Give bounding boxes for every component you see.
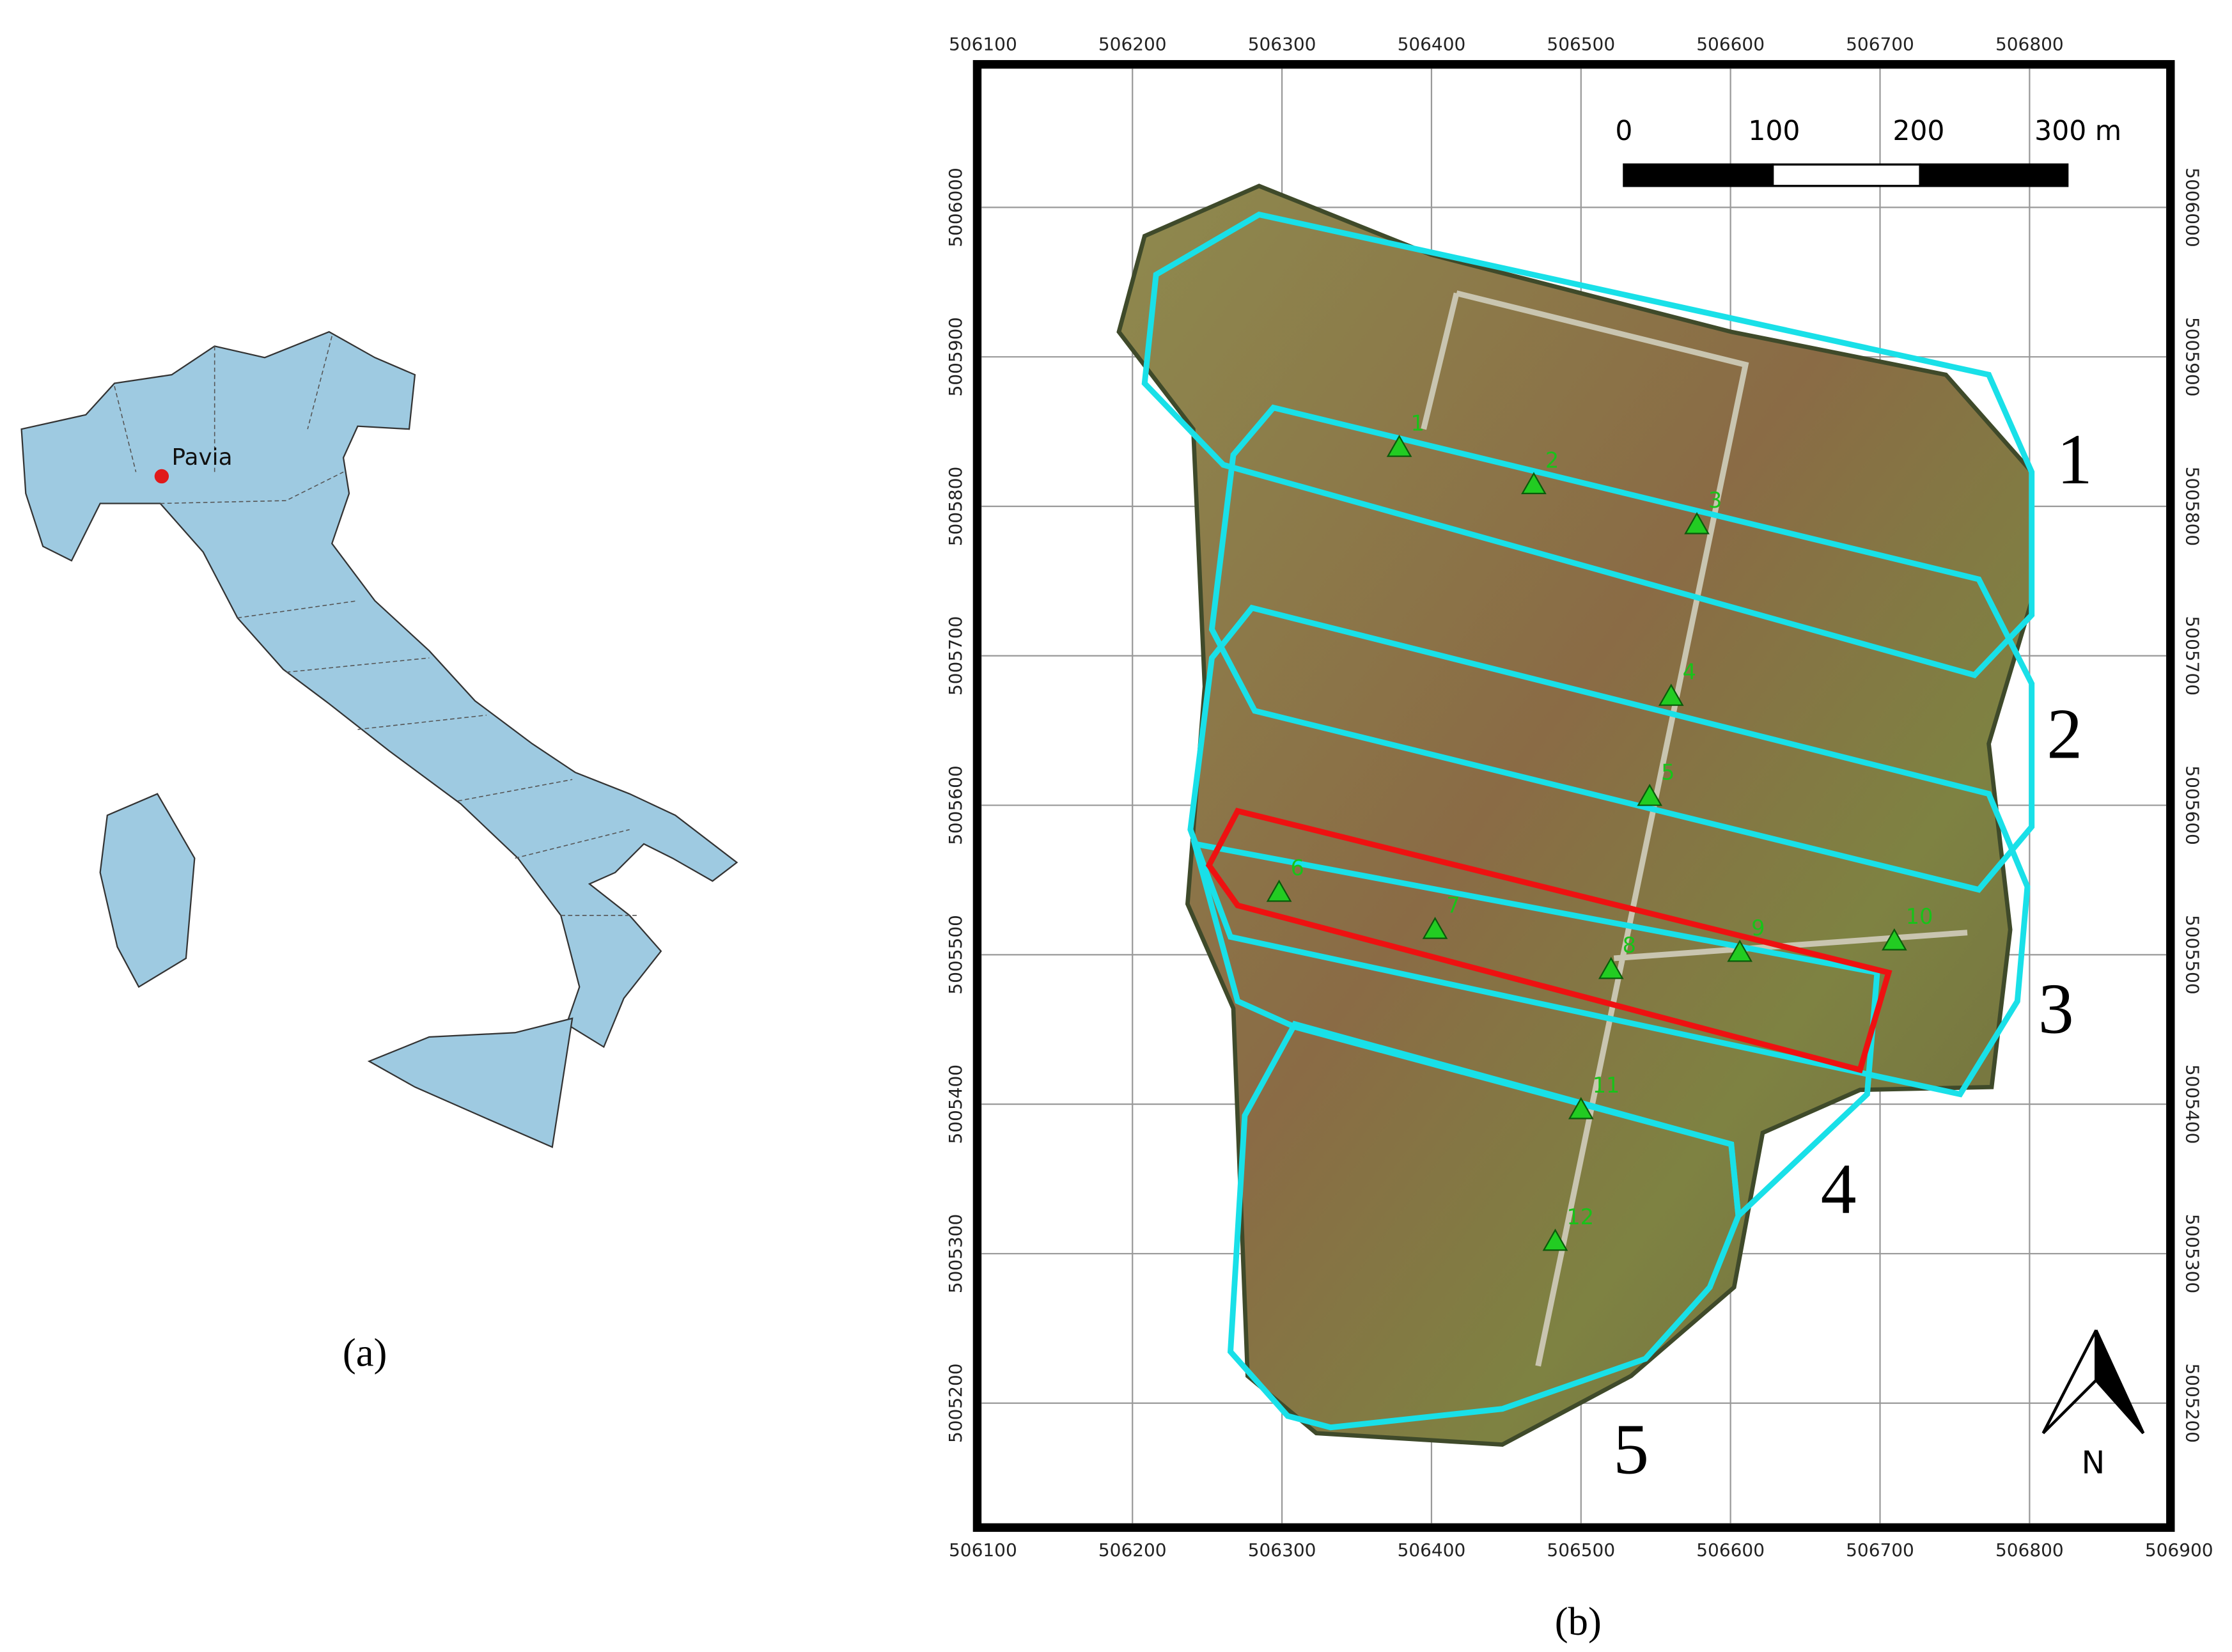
point-label: 7 bbox=[1446, 892, 1460, 917]
scale-segment bbox=[1771, 163, 1921, 187]
scale-label: 200 bbox=[1893, 116, 1944, 147]
point-marker bbox=[1882, 928, 1907, 951]
x-tick-label: 506400 bbox=[1398, 1539, 1466, 1561]
y-tick-label: 5005500 bbox=[2181, 915, 2203, 994]
pavia-marker bbox=[154, 469, 169, 484]
point-label: 8 bbox=[1623, 933, 1636, 958]
zone-label: 3 bbox=[2038, 969, 2074, 1048]
point-label: 2 bbox=[1545, 448, 1559, 473]
zone-label: 2 bbox=[2047, 695, 2082, 774]
scale-label: 300 m bbox=[2034, 116, 2121, 147]
point-marker bbox=[1684, 511, 1710, 534]
y-tick-label: 5005400 bbox=[2181, 1064, 2203, 1144]
scale-segment bbox=[1919, 163, 2069, 187]
point-label: 3 bbox=[1708, 488, 1722, 513]
italy-map bbox=[20, 331, 738, 1148]
zone-label: 1 bbox=[2057, 420, 2093, 499]
x-tick-label: 506500 bbox=[1547, 1539, 1615, 1561]
y-tick-label: 5005500 bbox=[945, 915, 966, 994]
point-marker bbox=[1598, 956, 1624, 979]
mainland bbox=[20, 331, 738, 1048]
x-tick-label: 506400 bbox=[1398, 33, 1466, 54]
arrow-right bbox=[2095, 1329, 2145, 1435]
point-label: 12 bbox=[1566, 1204, 1594, 1229]
point-marker bbox=[1637, 783, 1663, 806]
zone-3 bbox=[1187, 604, 2031, 1098]
y-tick-label: 5005200 bbox=[2181, 1363, 2203, 1442]
point-label: 10 bbox=[1906, 904, 1933, 929]
y-tick-label: 5005700 bbox=[945, 616, 966, 696]
y-tick-label: 5006000 bbox=[2181, 168, 2203, 247]
point-marker bbox=[1542, 1228, 1568, 1251]
zone-label: 4 bbox=[1821, 1149, 1857, 1229]
point-marker bbox=[1727, 939, 1753, 962]
point-label: 4 bbox=[1683, 660, 1696, 685]
x-tick-label: 506900 bbox=[2145, 1539, 2213, 1561]
y-tick-label: 5005700 bbox=[2181, 616, 2203, 696]
y-tick-label: 5005900 bbox=[2181, 317, 2203, 396]
scale-segment bbox=[1623, 163, 1774, 187]
caption: (a) bbox=[343, 1330, 387, 1375]
x-tick-label: 506600 bbox=[1696, 33, 1765, 54]
scale-labels: 0 100 200 300 m bbox=[1615, 116, 2121, 147]
point-label: 6 bbox=[1291, 855, 1304, 880]
zone-5 bbox=[1227, 1020, 1742, 1431]
x-tick-label: 506100 bbox=[949, 33, 1017, 54]
x-tick-label: 506700 bbox=[1846, 33, 1914, 54]
x-tick-label: 506100 bbox=[949, 1539, 1017, 1561]
sardinia bbox=[99, 793, 196, 988]
y-tick-label: 5005400 bbox=[945, 1064, 966, 1144]
y-tick-label: 5005600 bbox=[2181, 765, 2203, 845]
point-marker bbox=[1422, 917, 1448, 939]
scale-label: 100 bbox=[1748, 116, 1800, 147]
point-label: 9 bbox=[1751, 916, 1765, 940]
point-marker bbox=[1266, 879, 1292, 902]
y-tick-label: 5005300 bbox=[2181, 1214, 2203, 1293]
point-marker bbox=[1386, 435, 1412, 457]
x-tick-label: 506200 bbox=[1098, 1539, 1167, 1561]
y-tick-label: 5005900 bbox=[945, 317, 966, 396]
point-label: 11 bbox=[1593, 1073, 1620, 1098]
y-tick-label: 5005800 bbox=[2181, 467, 2203, 546]
selected-strip bbox=[1205, 807, 1893, 1073]
x-tick-label: 506600 bbox=[1696, 1539, 1765, 1561]
zone-labels: 1 2 3 4 5 bbox=[1613, 420, 2093, 1489]
scale-label: 0 bbox=[1615, 116, 1632, 147]
x-tick-label: 506300 bbox=[1248, 1539, 1316, 1561]
caption: (b) bbox=[1555, 1599, 1602, 1644]
border bbox=[114, 336, 637, 916]
zone-2 bbox=[1208, 404, 2035, 893]
point-marker bbox=[1568, 1096, 1594, 1119]
x-tick-label: 506800 bbox=[1995, 1539, 2064, 1561]
sicily bbox=[367, 1017, 574, 1148]
city-label: Pavia bbox=[172, 444, 233, 471]
point-marker bbox=[1658, 683, 1684, 706]
y-tick-label: 5005800 bbox=[945, 467, 966, 546]
region-borders bbox=[114, 336, 637, 916]
y-tick-label: 5005200 bbox=[945, 1363, 966, 1442]
north-arrow bbox=[2041, 1329, 2145, 1435]
north-label: N bbox=[2082, 1444, 2105, 1481]
point-label: 5 bbox=[1661, 760, 1674, 784]
y-tick-label: 5006000 bbox=[945, 168, 966, 247]
x-tick-label: 506800 bbox=[1995, 33, 2064, 54]
point-marker bbox=[1521, 472, 1547, 494]
x-tick-label: 506200 bbox=[1098, 33, 1167, 54]
x-tick-label: 506500 bbox=[1547, 33, 1615, 54]
x-tick-label: 506300 bbox=[1248, 33, 1316, 54]
point-label: 1 bbox=[1410, 410, 1424, 435]
zone-label: 5 bbox=[1613, 1410, 1649, 1489]
zone-1 bbox=[1141, 211, 2035, 679]
y-tick-label: 5005300 bbox=[945, 1214, 966, 1293]
y-tick-label: 5005600 bbox=[945, 765, 966, 845]
scale-bar bbox=[1623, 163, 2069, 187]
x-tick-label: 506700 bbox=[1846, 1539, 1914, 1561]
zones bbox=[1141, 211, 2035, 1431]
